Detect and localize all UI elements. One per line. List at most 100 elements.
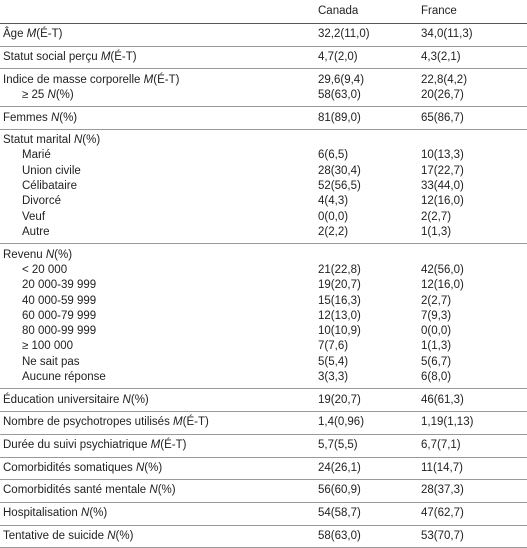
table-row: Célibataire 52(56,5) 33(44,0) (0, 179, 527, 194)
table-row: Veuf 0(0,0) 2(2,7) (0, 210, 527, 225)
table-row: Comorbidités santé mentale N(%) 56(60,9) 2… (0, 480, 527, 503)
row-label: 40 000-59 999 (0, 294, 315, 309)
label-text: Autre (22, 225, 50, 238)
stat-unit: (%) (130, 393, 149, 406)
label-text: ≥ 100 000 (22, 340, 74, 353)
value-cell: 11(14,7) (418, 457, 527, 480)
label-text: < 20 000 (22, 263, 68, 276)
stat-symbol: N (47, 88, 56, 101)
value-cell: 7(9,3) (418, 309, 527, 324)
label-text: ≥ 25 (22, 88, 45, 101)
row-group: Nombre de psychotropes utilisés M(É-T) 1,… (0, 412, 527, 435)
value-cell: 56(60,9) (315, 480, 418, 503)
table-row: Union civile 28(30,4) 17(22,7) (0, 164, 527, 179)
table-row: Autre 2(2,2) 1(1,3) (0, 225, 527, 244)
label-text: Divorcé (22, 195, 61, 208)
row-group: Durée du suivi psychiatrique M(É-T) 5,7(5… (0, 434, 527, 457)
value-text: 3(3,3) (318, 371, 349, 383)
row-group: Femmes N(%) 81(89,0) 65(86,7) (0, 107, 527, 130)
label-text: Ne sait pas (22, 355, 80, 368)
value-text: 46(61,3) (421, 393, 464, 406)
value-text: 81(89,0) (318, 111, 361, 124)
label-text: 20 000-39 999 (22, 279, 97, 292)
value-text: 1,19(1,13) (421, 416, 474, 429)
value-cell: 12(16,0) (418, 278, 527, 293)
value-cell: 10(13,3) (418, 148, 527, 163)
label-text: Comorbidités somatiques (3, 461, 133, 474)
value-cell: 52(56,5) (315, 179, 418, 194)
value-text: 2(2,2) (318, 225, 349, 238)
value-text: 6,7(7,1) (421, 439, 461, 452)
value-text: 5(5,4) (318, 355, 349, 368)
row-label: Comorbidités santé mentale N(%) (0, 480, 315, 503)
stat-unit: (É-T) (36, 28, 63, 41)
row-label: Autre (0, 225, 315, 244)
label-text: Femmes (3, 111, 48, 124)
stat-symbol: N (135, 461, 145, 474)
value-text: 6(6,5) (318, 149, 349, 162)
value-cell: 42(56,0) (418, 263, 527, 278)
value-cell: 17(22,7) (418, 164, 527, 179)
value-text: 20(26,7) (421, 88, 464, 101)
value-text: 28(30,4) (318, 164, 361, 177)
value-cell: 15(16,3) (315, 294, 418, 309)
row-label: 20 000-39 999 (0, 278, 315, 293)
label-text: Revenu (3, 248, 43, 261)
label-text: 80 000-99 999 (22, 325, 97, 338)
label-text: Hospitalisation (3, 507, 78, 520)
value-cell: 2(2,7) (418, 294, 527, 309)
table-row: Âge M(É-T) 32,2(11,0) 34,0(11,3) (0, 24, 527, 47)
table-row: 20 000-39 999 19(20,7) 12(16,0) (0, 278, 527, 293)
table-row: Divorcé 4(4,3) 12(16,0) (0, 194, 527, 209)
value-cell: 21(22,8) (315, 263, 418, 278)
value-cell: 46(61,3) (418, 389, 527, 412)
row-label: Femmes N(%) (0, 107, 315, 130)
value-cell: 3(3,3) (315, 370, 418, 389)
table-row: Hospitalisation N(%) 54(58,7) 47(62,7) (0, 502, 527, 525)
value-cell: 28(37,3) (418, 480, 527, 503)
label-text: Union civile (22, 164, 81, 177)
value-text: 15(16,3) (318, 294, 361, 307)
value-cell: 24(26,1) (315, 457, 418, 480)
value-text: 7(7,6) (318, 340, 349, 353)
stat-symbol: N (149, 484, 158, 497)
table-row: Aucune réponse 3(3,3) 6(8,0) (0, 370, 527, 389)
value-text: 65(86,7) (421, 111, 464, 124)
label-text: Indice de masse corporelle (3, 73, 141, 86)
value-text: 17(22,7) (421, 164, 464, 177)
value-text: 1,4(0,96) (318, 416, 365, 429)
row-label: ≥ 100 000 (0, 339, 315, 354)
value-cell: 7(7,6) (315, 339, 418, 354)
row-label: Aucune réponse (0, 370, 315, 389)
row-label: Veuf (0, 210, 315, 225)
table-row: < 20 000 21(22,8) 42(56,0) (0, 263, 527, 278)
value-text: 0(0,0) (318, 210, 349, 223)
table-row: Durée du suivi psychiatrique M(É-T) 5,7(5… (0, 434, 527, 457)
row-label: Durée du suivi psychiatrique M(É-T) (0, 434, 315, 457)
label-text: 60 000-79 999 (22, 309, 97, 322)
row-label: Célibataire (0, 179, 315, 194)
value-cell: 12(13,0) (315, 309, 418, 324)
row-label: Tentative de suicide N(%) (0, 525, 315, 548)
row-label: Divorcé (0, 194, 315, 209)
value-cell: 5(6,7) (418, 355, 527, 370)
value-text: 11(14,7) (421, 461, 463, 474)
row-group: Statut marital N(%) Marié 6(6,5) 10(13,3) Un… (0, 129, 527, 244)
stat-symbol: M (143, 73, 154, 86)
value-cell: 19(20,7) (315, 389, 418, 412)
value-cell: 29,6(9,4) (315, 69, 418, 88)
stat-unit: (%) (115, 529, 134, 542)
value-text: 34,0(11,3) (421, 28, 473, 41)
table-header: Canada France (0, 0, 527, 24)
label-text: Éducation universitaire (3, 393, 120, 406)
value-text: 5,7(5,5) (318, 439, 358, 452)
value-text: 12(13,0) (318, 309, 361, 322)
value-text: 7(9,3) (421, 309, 452, 322)
value-cell (315, 244, 418, 263)
row-group: Tentative de suicide N(%) 58(63,0) 53(70,7… (0, 525, 527, 548)
row-group: Revenu N(%) < 20 000 21(22,8) 42(56,0) 20 00… (0, 244, 527, 389)
row-label: 80 000-99 999 (0, 324, 315, 339)
row-group: Âge M(É-T) 32,2(11,0) 34,0(11,3) (0, 24, 527, 47)
row-label: 60 000-79 999 (0, 309, 315, 324)
